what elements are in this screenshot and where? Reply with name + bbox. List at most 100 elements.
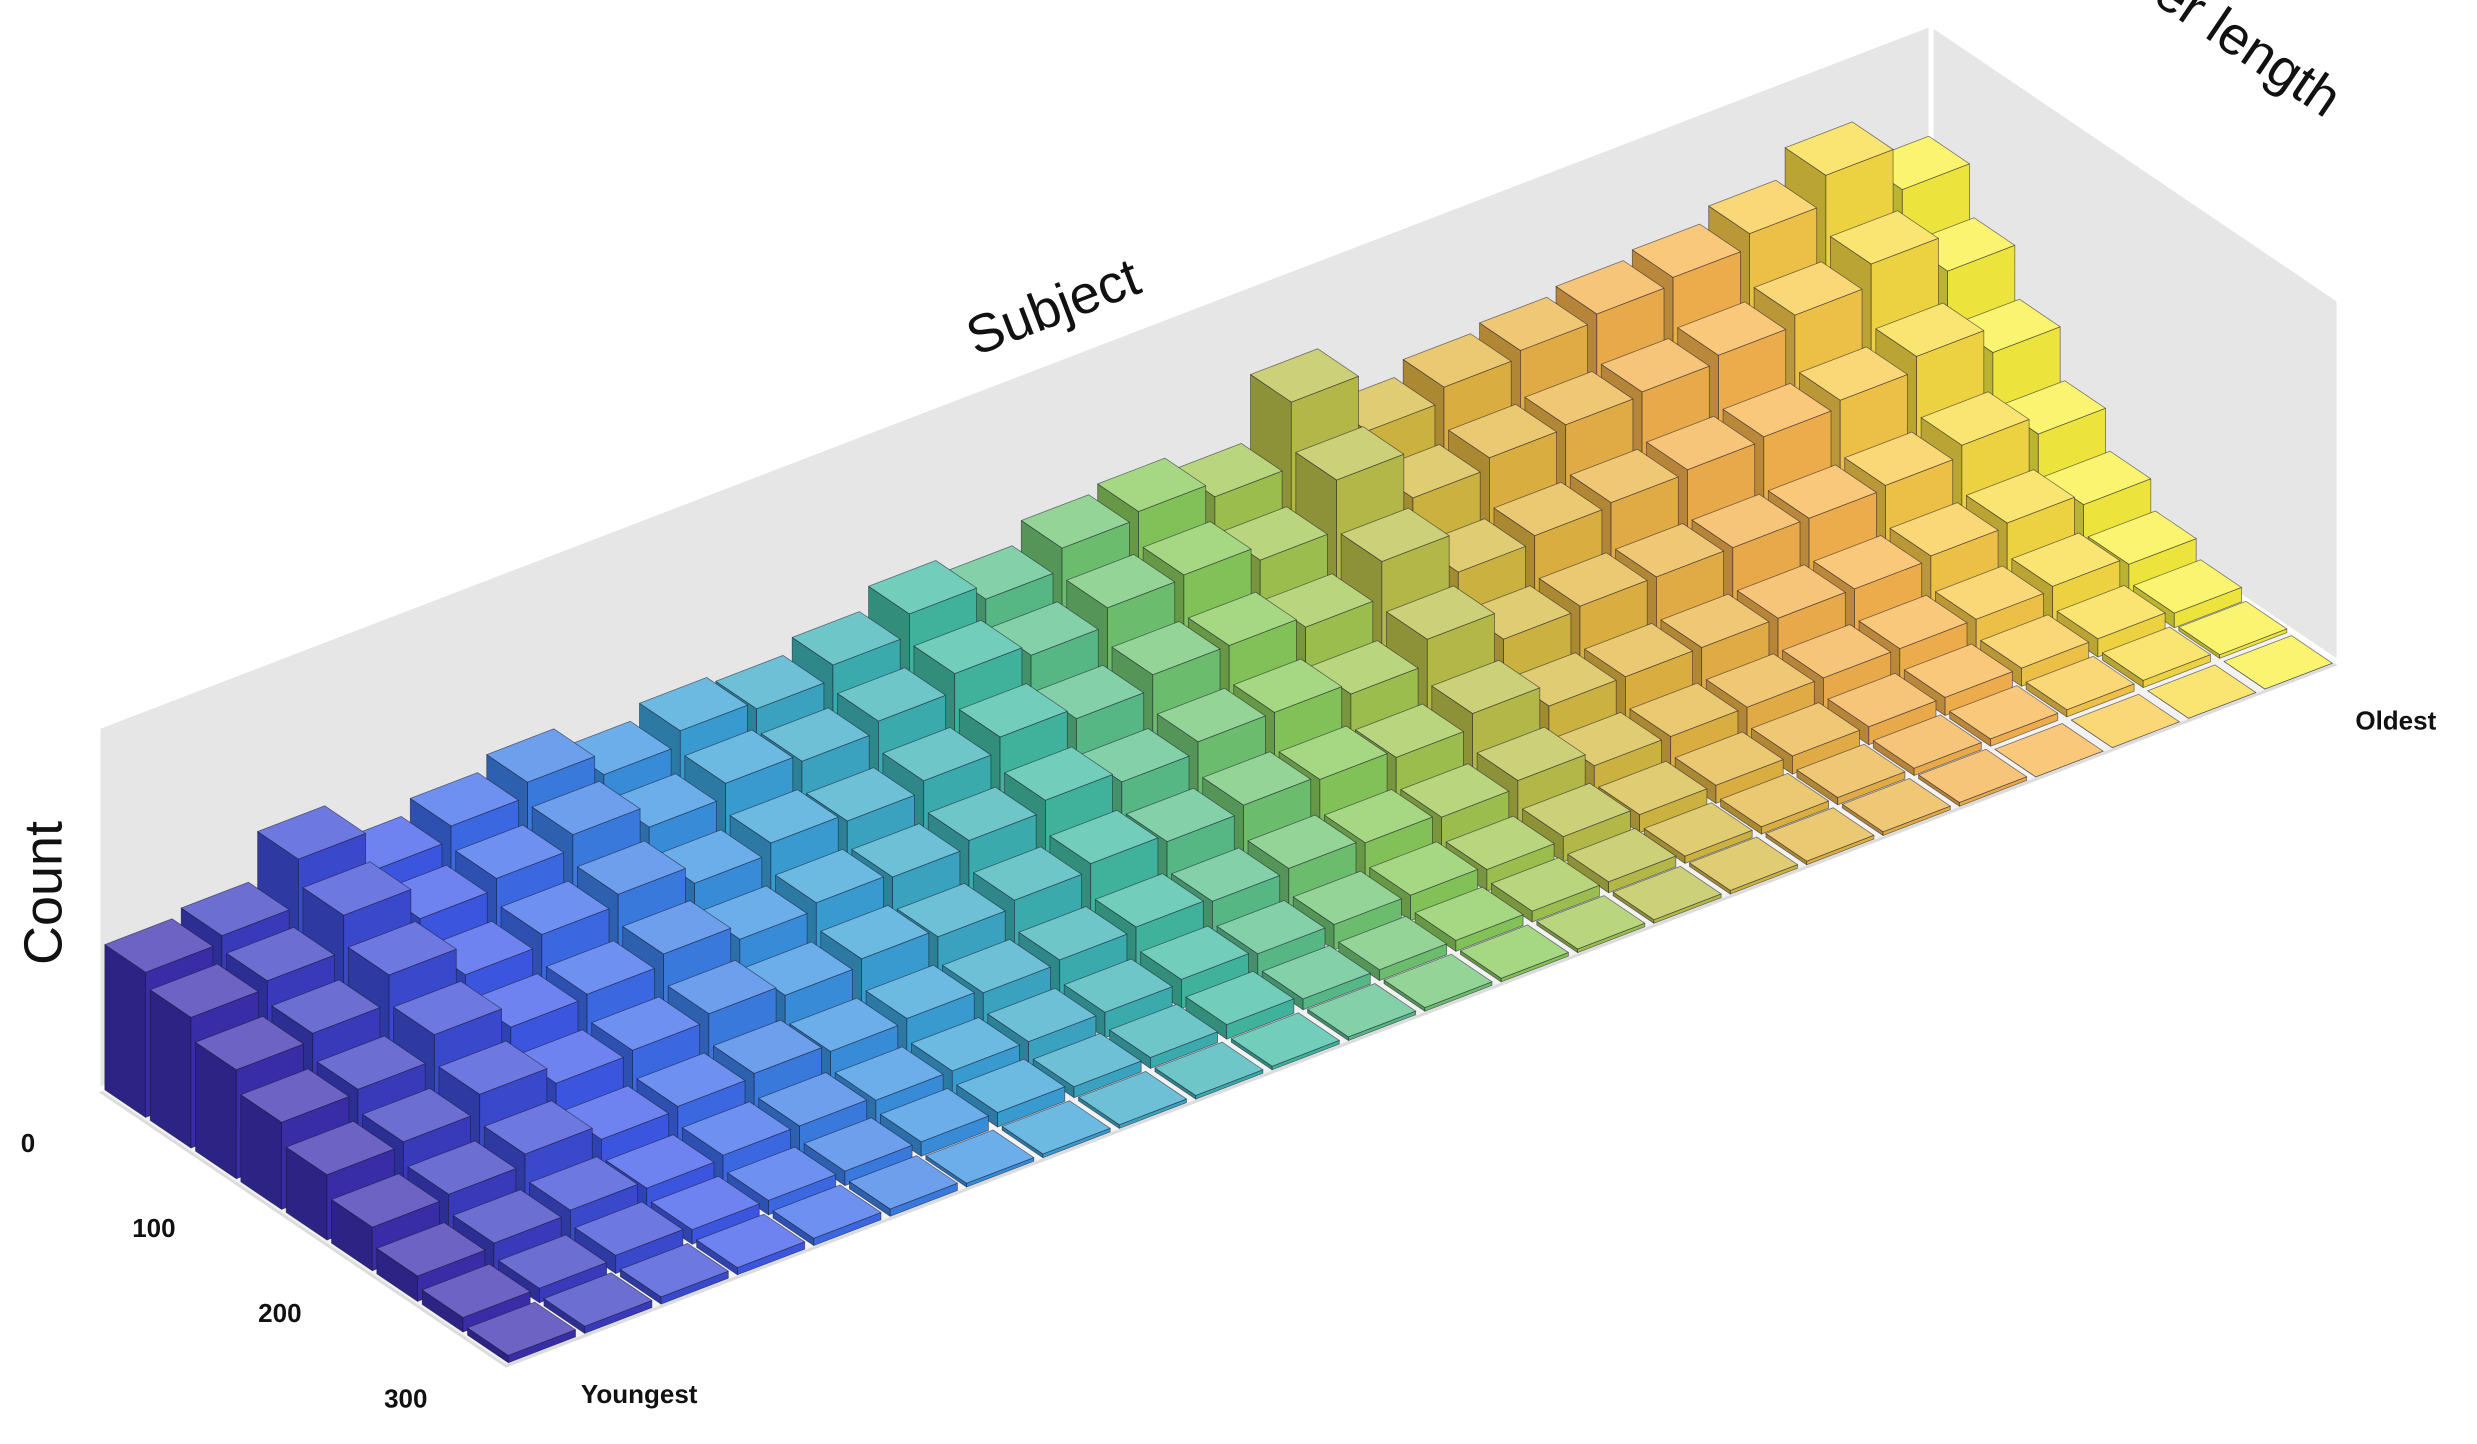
- bar: [1949, 685, 2059, 747]
- bar-top-face: [362, 1088, 472, 1143]
- bar-top-face: [1949, 685, 2059, 740]
- bar-top-face: [574, 1201, 684, 1256]
- bar-top-face: [500, 880, 610, 935]
- bar-top-face: [696, 1213, 806, 1268]
- bar-top-face: [1386, 585, 1495, 640]
- bar-top-face: [758, 1072, 868, 1127]
- bar-top-face: [407, 1140, 517, 1195]
- bar-top-face: [1142, 521, 1252, 576]
- bar-top-face: [2070, 693, 2180, 748]
- bar-top-face: [1402, 333, 1512, 388]
- bar-top-face: [1261, 945, 1371, 1000]
- bar-top-face: [1156, 687, 1266, 743]
- bar-top-face: [791, 611, 901, 666]
- bar-top-face: [636, 1052, 746, 1107]
- x-tick-label: Oldest: [2355, 706, 2436, 736]
- bar: [1307, 983, 1417, 1041]
- bar: [1612, 865, 1722, 924]
- bar-top-face: [529, 1156, 638, 1211]
- bar-top-face: [1094, 873, 1204, 928]
- bar: [1185, 970, 1295, 1040]
- bar-top-face: [271, 979, 381, 1034]
- bar-top-face: [1032, 1033, 1142, 1088]
- bar-top-face: [1185, 970, 1295, 1025]
- bar: [2223, 635, 2333, 690]
- bar-top-face: [622, 900, 732, 955]
- bar-top-face: [1078, 1071, 1187, 1126]
- bar-top-face: [1536, 895, 1646, 950]
- bar-top-face: [2101, 626, 2211, 681]
- bar-top-face: [684, 729, 794, 784]
- bar-top-face: [956, 1058, 1066, 1113]
- bar-top-face: [331, 1173, 440, 1228]
- bar-top-face: [1414, 886, 1524, 941]
- bar-top-face: [2011, 532, 2121, 587]
- bar-top-face: [285, 1120, 395, 1176]
- y-tick-label: 100: [132, 1213, 175, 1243]
- bar-top-face: [577, 840, 686, 895]
- bar: [2147, 664, 2257, 719]
- bar-top-face: [1278, 725, 1388, 780]
- bar-top-face: [543, 1272, 653, 1327]
- bar-top-face: [376, 1222, 486, 1277]
- bar-top-face: [1903, 643, 2013, 698]
- bar-top-face: [1247, 814, 1357, 869]
- bar-top-face: [257, 805, 367, 860]
- bar-top-face: [438, 1040, 548, 1095]
- bar-top-face: [1292, 870, 1402, 925]
- bar: [849, 1155, 958, 1217]
- bar-top-face: [1233, 658, 1343, 713]
- bar-top-face: [727, 1146, 837, 1201]
- bar: [1001, 1100, 1111, 1159]
- bar-top-face: [880, 1088, 989, 1143]
- bar-top-face: [1383, 953, 1493, 1008]
- bar: [421, 1263, 531, 1333]
- bar: [1689, 836, 1798, 895]
- bar-top-face: [226, 927, 336, 982]
- bar: [1491, 857, 1600, 923]
- bar-top-face: [639, 677, 748, 732]
- bar: [1994, 723, 2104, 778]
- bar-top-face: [1935, 565, 2044, 620]
- bar-top-face: [149, 963, 259, 1018]
- bar-top-face: [1994, 723, 2104, 778]
- bar-top-face: [1018, 906, 1128, 961]
- bar-top-face: [1736, 564, 1846, 619]
- bar-top-face: [834, 1046, 944, 1101]
- bar-top-face: [195, 1016, 304, 1071]
- bar-top-face: [1567, 828, 1677, 883]
- bar-top-face: [1918, 748, 2028, 803]
- bar: [925, 1129, 1035, 1188]
- bar-top-face: [1796, 743, 1906, 798]
- bar-top-face: [1966, 469, 2075, 524]
- bar-top-face: [942, 939, 1051, 994]
- bar-top-face: [865, 964, 975, 1019]
- bar: [1567, 828, 1677, 894]
- bar-top-face: [1338, 915, 1448, 971]
- bar-top-face: [1479, 296, 1588, 351]
- bar-top-face: [1751, 702, 1860, 757]
- bar-top-face: [1722, 382, 1832, 438]
- bar-top-face: [913, 619, 1023, 674]
- bar-top-face: [1782, 624, 1892, 679]
- bar: [1078, 1071, 1187, 1129]
- bar-top-face: [1369, 841, 1479, 896]
- bar: [1536, 895, 1646, 953]
- bar-top-face: [1250, 348, 1359, 403]
- bar-top-face: [393, 980, 503, 1035]
- bar-top-face: [1875, 302, 1985, 357]
- bar-top-face: [104, 918, 214, 973]
- bar-top-face: [1295, 426, 1405, 481]
- bar-top-face: [1643, 802, 1753, 857]
- bar-top-face: [483, 1100, 593, 1155]
- bar-top-face: [1705, 653, 1815, 708]
- bar-top-face: [1691, 493, 1801, 548]
- bar-top-face: [347, 921, 457, 976]
- bar-top-face: [1646, 415, 1756, 471]
- bar-top-face: [1004, 746, 1113, 801]
- bar-top-face: [1066, 554, 1176, 609]
- bar-top-face: [760, 707, 870, 762]
- bar-top-face: [713, 1019, 822, 1074]
- bar-top-face: [1708, 179, 1818, 235]
